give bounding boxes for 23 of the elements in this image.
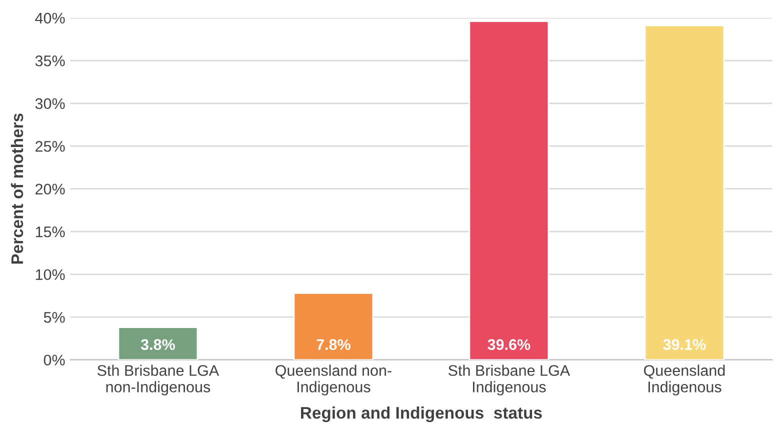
y-tick-label: 15%	[36, 226, 65, 238]
data-label: 3.8%	[140, 339, 175, 350]
y-tick-label: 20%	[36, 184, 65, 195]
bar	[293, 292, 374, 360]
x-tick-label: Queensland non- Indigenous	[276, 364, 392, 396]
x-tick-label: Sth Brisbane LGA Indigenous	[448, 364, 570, 396]
y-tick-label: 10%	[36, 269, 65, 280]
x-tick-label: Sth Brisbane LGA non-Indigenous	[98, 364, 220, 396]
y-tick-label: 35%	[35, 55, 65, 66]
y-tick-label: 0%	[44, 354, 65, 366]
y-tick-label: 40%	[35, 12, 65, 24]
y-tick-label: 30%	[35, 98, 65, 110]
y-axis-title: Percent of mothers	[10, 114, 24, 264]
data-label: 7.8%	[316, 339, 350, 350]
data-label: 39.1%	[663, 339, 706, 350]
data-label: 39.6%	[488, 339, 530, 350]
bar	[118, 326, 198, 360]
bar	[468, 20, 550, 360]
x-axis-title: Region and Indigenous status	[301, 406, 542, 422]
y-tick-label: 25%	[36, 140, 65, 152]
y-tick-label: 5%	[44, 312, 65, 323]
bar	[644, 24, 725, 360]
x-tick-label: Queensland Indigenous	[644, 364, 725, 396]
